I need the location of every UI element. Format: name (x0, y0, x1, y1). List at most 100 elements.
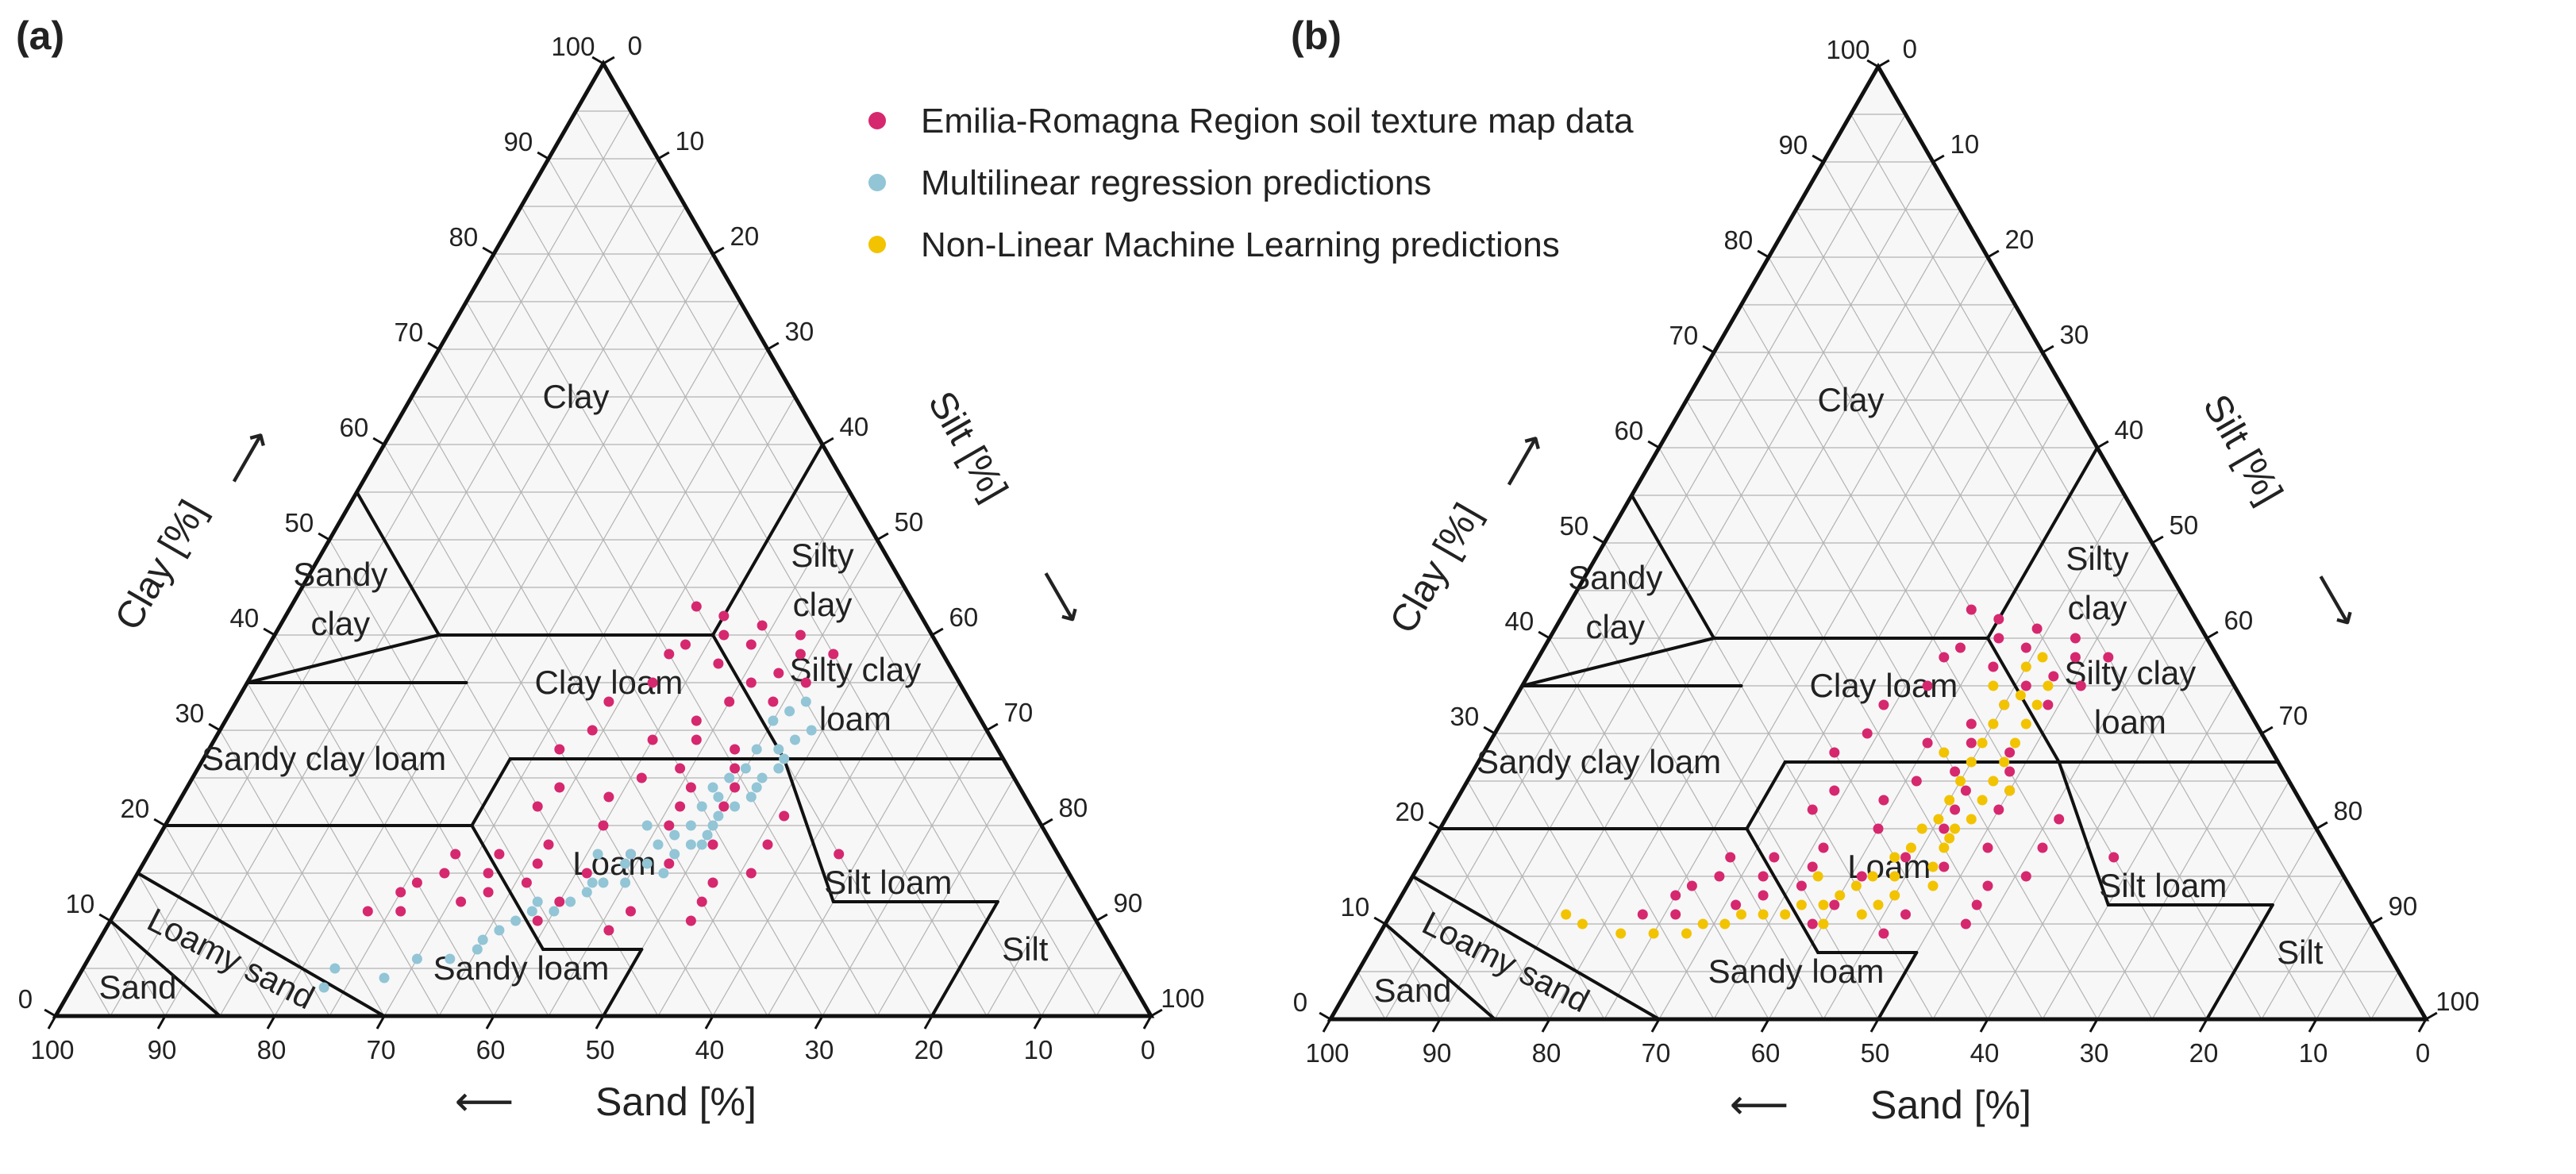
clay-tick-label: 40 (230, 603, 260, 633)
data-point (1615, 928, 1627, 939)
data-point (762, 839, 773, 850)
sand-tick (47, 1015, 57, 1030)
data-point (532, 801, 543, 812)
region-boundary (1986, 446, 2099, 640)
legend-label-2: Non-Linear Machine Learning predictions (921, 225, 1560, 264)
clay-tick-label: 60 (1615, 416, 1644, 445)
silt-tick (2097, 440, 2109, 449)
data-point (779, 810, 790, 822)
clay-tick (1702, 345, 1715, 354)
data-point (1758, 909, 1769, 920)
data-point (1780, 909, 1791, 920)
sand-tick-label: 100 (30, 1035, 74, 1064)
silt-tick (2042, 345, 2054, 354)
ticks (44, 56, 1163, 1030)
grid-line (410, 396, 768, 1017)
silt-axis-title: Silt [%] (2195, 387, 2291, 511)
data-point (1993, 614, 2004, 625)
clay-tick-label: 90 (1779, 130, 1808, 160)
data-point (1889, 871, 1900, 882)
clay-tick-label: 20 (121, 794, 150, 823)
data-point (445, 953, 456, 964)
silt-tick (2151, 535, 2164, 545)
data-point (718, 629, 730, 641)
grid-line (438, 396, 796, 1017)
data-point (740, 763, 751, 774)
data-point (2070, 652, 2081, 663)
sand-tick (266, 1015, 276, 1030)
data-point (685, 915, 696, 926)
data-point (1873, 823, 1884, 834)
sand-tick-label: 100 (1305, 1038, 1349, 1068)
data-point (1922, 680, 1933, 691)
region-label-sandy-loam: Sandy loam (1708, 953, 1885, 990)
data-point (1818, 899, 1829, 910)
data-point (2020, 718, 2031, 729)
silt-tick (1987, 249, 2000, 259)
silt-tick-label: 20 (730, 221, 759, 251)
silt-tick-label: 30 (2059, 320, 2089, 349)
data-point (1911, 776, 1922, 787)
sand-tick (595, 1015, 605, 1030)
sand-tick (2308, 1018, 2318, 1033)
silt-tick (1095, 913, 1108, 922)
data-point (477, 934, 488, 945)
silt-axis-title: Silt [%] (920, 384, 1016, 508)
grid-line (986, 872, 1070, 1017)
data-point (1988, 661, 1999, 672)
region-label-silt-loam: Silt loam (824, 864, 952, 901)
silt-tick-label: 100 (1161, 983, 1204, 1013)
clay-tick-label: 100 (1826, 35, 1869, 64)
silt-tick-label: 70 (2278, 701, 2308, 730)
grid-line (1740, 304, 2153, 1020)
grid-line (82, 968, 111, 1017)
sand-tick-label: 0 (1141, 1035, 1155, 1064)
sand-tick (1869, 1018, 1880, 1033)
region-boundary (1411, 875, 1661, 1021)
data-point (2020, 661, 2031, 672)
silt-tick-label: 60 (949, 602, 978, 632)
grid-line (2042, 685, 2235, 1020)
data-point (647, 734, 658, 745)
region-label-clay-loam: Clay loam (1810, 667, 1958, 704)
grid-line (575, 110, 1097, 1017)
sand-tick-label: 60 (476, 1035, 506, 1064)
data-point (1561, 909, 1572, 920)
data-point (411, 953, 422, 964)
sand-tick-label: 70 (367, 1035, 396, 1064)
region-boundary (470, 824, 545, 951)
clay-tick (1592, 535, 1605, 545)
data-point (696, 896, 707, 907)
silt-tick-label: 80 (2333, 796, 2362, 826)
region-boundary (711, 633, 786, 760)
series-0 (362, 601, 845, 936)
grid-line (1466, 780, 1605, 1020)
data-point (658, 868, 669, 879)
data-point (494, 925, 505, 936)
data-point (834, 849, 845, 860)
sand-tick-label: 10 (2299, 1038, 2328, 1068)
data-point (669, 829, 680, 841)
grid-line (137, 872, 221, 1017)
data-point (768, 696, 779, 707)
data-point (2031, 623, 2043, 634)
clay-tick (1647, 440, 1660, 449)
data-point (1577, 918, 1588, 930)
data-point (521, 877, 532, 888)
silt-tick (2425, 1011, 2438, 1021)
data-point (1807, 804, 1818, 815)
data-point (691, 601, 702, 612)
data-point (1878, 928, 1889, 939)
region-label-sandy-clay: Sandy clay (293, 556, 387, 642)
clay-tick-label: 10 (66, 889, 95, 918)
data-point (598, 820, 609, 831)
ticks (1319, 59, 2438, 1033)
clay-tick (1538, 630, 1550, 640)
clay-arrow: ⟶ (1488, 424, 1558, 498)
region-boundary (1520, 637, 1715, 687)
data-point (713, 791, 724, 803)
data-point (1955, 776, 1966, 787)
clay-tick (153, 818, 166, 827)
data-point (691, 715, 702, 726)
data-point (1796, 880, 1807, 891)
